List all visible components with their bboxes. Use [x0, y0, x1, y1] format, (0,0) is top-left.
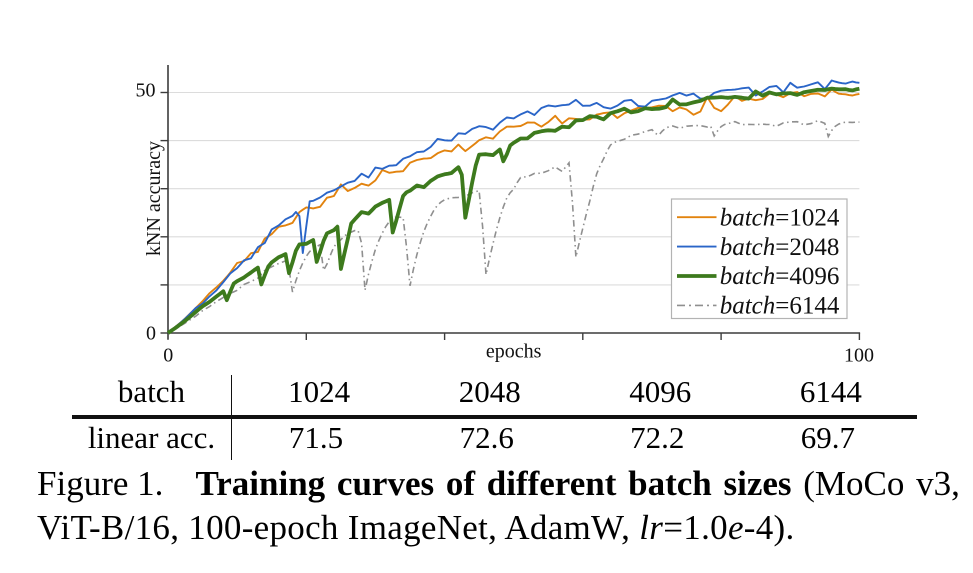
svg-text:0: 0 — [146, 323, 156, 345]
svg-text:kNN accuracy: kNN accuracy — [143, 141, 165, 256]
svg-text:0: 0 — [163, 345, 173, 367]
svg-text:batch=6144: batch=6144 — [720, 293, 840, 320]
svg-text:batch=1024: batch=1024 — [720, 204, 840, 231]
svg-text:50: 50 — [136, 79, 156, 101]
svg-text:epochs: epochs — [486, 341, 542, 363]
svg-text:100: 100 — [844, 345, 874, 367]
svg-text:batch=4096: batch=4096 — [720, 263, 840, 290]
svg-text:batch=2048: batch=2048 — [720, 234, 840, 261]
